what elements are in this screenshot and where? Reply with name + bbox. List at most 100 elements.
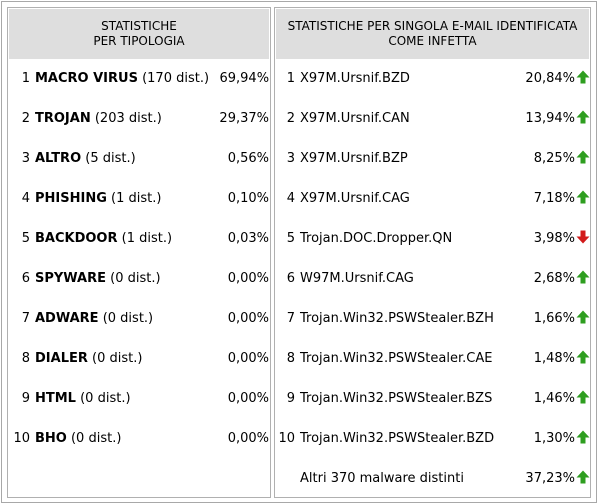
type-stats-header-line1: STATISTICHE [101, 19, 177, 33]
row-number: 6 [21, 270, 30, 286]
type-distinct-count: (0 dist.) [92, 350, 143, 366]
malware-percentage: 1,48% [533, 351, 575, 366]
arrow-up-icon [576, 310, 590, 324]
type-row: 10 BHO (0 dist.) 0,00% [8, 418, 270, 458]
malware-name: X97M.Ursnif.CAN [300, 110, 410, 126]
malware-row: 4 X97M.Ursnif.CAG 7,18% [275, 178, 590, 218]
other-malware-label: Altri 370 malware distinti [300, 470, 464, 486]
type-name: BHO [35, 430, 67, 446]
type-label: MACRO VIRUS (170 dist.) [30, 71, 209, 86]
type-stats-list: 1 MACRO VIRUS (170 dist.) 69,94% 2 TROJAN (2… [8, 58, 270, 458]
malware-percentage-cell: 1,46% [520, 390, 590, 406]
arrow-up-icon [576, 110, 590, 124]
row-number: 6 [286, 270, 295, 286]
type-distinct-count: (1 dist.) [111, 190, 162, 206]
row-number: 2 [21, 110, 30, 126]
type-distinct-count: (0 dist.) [80, 390, 131, 406]
type-distinct-count: (0 dist.) [110, 270, 161, 286]
malware-percentage: 13,94% [525, 111, 575, 126]
row-number: 2 [286, 110, 295, 126]
arrow-up-icon [576, 70, 590, 84]
malware-row: 10 Trojan.Win32.PSWStealer.BZD 1,30% [275, 418, 590, 458]
type-label: ADWARE (0 dist.) [30, 311, 209, 326]
type-percentage: 0,00% [227, 310, 269, 326]
malware-percentage: 8,25% [533, 151, 575, 166]
malware-name: X97M.Ursnif.CAG [300, 190, 410, 206]
type-percentage: 0,00% [227, 350, 269, 366]
type-name: ALTRO [35, 150, 82, 166]
email-stats-panel: STATISTICHE PER SINGOLA E-MAIL IDENTIFIC… [274, 7, 591, 498]
email-stats-header-line1: STATISTICHE PER SINGOLA E-MAIL IDENTIFIC… [287, 19, 578, 33]
type-label: BACKDOOR (1 dist.) [30, 231, 209, 246]
type-name: TROJAN [35, 110, 91, 126]
arrow-up-icon [576, 470, 590, 484]
type-label: ALTRO (5 dist.) [30, 151, 209, 166]
malware-row: 6 W97M.Ursnif.CAG 2,68% [275, 258, 590, 298]
malware-percentage: 2,68% [533, 271, 575, 286]
other-malware-percentage: 37,23% [525, 471, 575, 486]
type-label: TROJAN (203 dist.) [30, 111, 209, 126]
row-number: 10 [278, 430, 295, 446]
malware-name: Trojan.Win32.PSWStealer.BZS [300, 390, 493, 406]
row-number: 4 [21, 190, 30, 206]
other-malware-row: Altri 370 malware distinti 37,23% [275, 458, 590, 498]
type-label: BHO (0 dist.) [30, 431, 209, 446]
row-number: 9 [286, 390, 295, 406]
malware-row: 8 Trojan.Win32.PSWStealer.CAE 1,48% [275, 338, 590, 378]
malware-name: X97M.Ursnif.BZD [300, 70, 410, 86]
type-percentage: 0,00% [227, 270, 269, 286]
malware-row: 5 Trojan.DOC.Dropper.QN 3,98% [275, 218, 590, 258]
type-row: 8 DIALER (0 dist.) 0,00% [8, 338, 270, 378]
type-name: ADWARE [35, 310, 99, 326]
malware-percentage: 1,30% [533, 431, 575, 446]
type-stats-panel: STATISTICHE PER TIPOLOGIA 1 MACRO VIRUS (… [7, 7, 271, 498]
type-row: 6 SPYWARE (0 dist.) 0,00% [8, 258, 270, 298]
arrow-up-icon [576, 350, 590, 364]
type-percentage: 29,37% [219, 110, 269, 126]
row-number: 3 [286, 150, 295, 166]
malware-name: Trojan.Win32.PSWStealer.BZH [300, 310, 494, 326]
malware-percentage: 7,18% [533, 191, 575, 206]
arrow-up-icon [576, 270, 590, 284]
row-number: 1 [286, 70, 295, 86]
malware-percentage-cell: 1,48% [520, 350, 590, 366]
row-number: 5 [21, 230, 30, 246]
type-distinct-count: (170 dist.) [142, 70, 210, 86]
malware-row: 9 Trojan.Win32.PSWStealer.BZS 1,46% [275, 378, 590, 418]
type-distinct-count: (0 dist.) [70, 430, 122, 446]
type-distinct-count: (0 dist.) [102, 310, 154, 326]
type-stats-header-line2: PER TIPOLOGIA [93, 34, 185, 48]
row-number: 8 [286, 350, 295, 366]
malware-percentage-cell: 2,68% [520, 270, 590, 286]
malware-percentage: 20,84% [525, 71, 575, 86]
malware-name: X97M.Ursnif.BZP [300, 150, 408, 166]
type-label: SPYWARE (0 dist.) [30, 271, 209, 286]
malware-percentage: 1,46% [533, 391, 575, 406]
row-number: 10 [13, 430, 30, 446]
arrow-up-icon [576, 150, 590, 164]
type-row: 3 ALTRO (5 dist.) 0,56% [8, 138, 270, 178]
type-row: 4 PHISHING (1 dist.) 0,10% [8, 178, 270, 218]
malware-row: 7 Trojan.Win32.PSWStealer.BZH 1,66% [275, 298, 590, 338]
type-distinct-count: (5 dist.) [85, 150, 136, 166]
email-stats-header-line2: COME INFETTA [388, 34, 477, 48]
type-label: HTML (0 dist.) [30, 391, 209, 406]
malware-percentage-cell: 13,94% [520, 110, 590, 126]
email-stats-list: 1 X97M.Ursnif.BZD 20,84% 2 X97M.Ursnif.CAN 13… [275, 58, 590, 498]
type-row: 5 BACKDOOR (1 dist.) 0,03% [8, 218, 270, 258]
arrow-up-icon [576, 430, 590, 444]
malware-percentage-cell: 3,98% [520, 230, 590, 246]
row-number: 9 [21, 390, 30, 406]
malware-row: 1 X97M.Ursnif.BZD 20,84% [275, 58, 590, 98]
malware-percentage-cell: 1,66% [520, 310, 590, 326]
type-row: 1 MACRO VIRUS (170 dist.) 69,94% [8, 58, 270, 98]
type-label: PHISHING (1 dist.) [30, 191, 209, 206]
row-number: 4 [286, 190, 295, 206]
type-percentage: 0,00% [227, 390, 269, 406]
type-percentage: 0,56% [227, 150, 269, 166]
malware-percentage: 3,98% [533, 231, 575, 246]
type-percentage: 0,03% [227, 230, 269, 246]
type-percentage: 0,00% [227, 430, 269, 446]
arrow-up-icon [576, 390, 590, 404]
type-name: BACKDOOR [35, 230, 118, 246]
